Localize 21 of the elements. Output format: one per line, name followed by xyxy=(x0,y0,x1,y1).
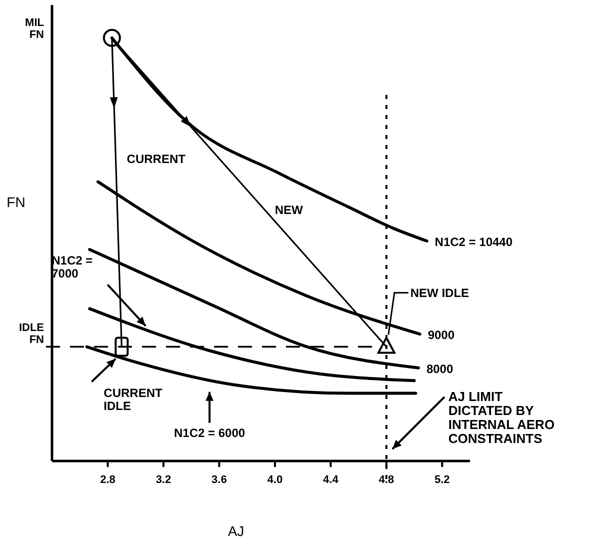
annotation: NEW IDLE xyxy=(410,286,470,300)
series-label: 8000 xyxy=(426,362,454,376)
series-label: N1C2 = 10440 xyxy=(434,235,513,249)
x-tick-label: 3.2 xyxy=(156,474,172,486)
x-axis-title: AJ xyxy=(228,523,244,539)
ref-line-label: IDLE FN xyxy=(18,322,44,346)
x-tick-label: 5.2 xyxy=(434,474,450,486)
y-axis-title: FN xyxy=(6,194,26,210)
x-tick-label: 3.6 xyxy=(212,474,227,486)
x-tick-label: 4.0 xyxy=(267,474,283,486)
x-tick-label: 4.8 xyxy=(378,474,394,486)
ref-line-label: AJ LIMIT DICTATED BY INTERNAL AERO CONSTRAINTS xyxy=(448,389,555,446)
text: MIL FN xyxy=(25,16,44,41)
text: N1C2 = 6000 xyxy=(174,426,246,440)
series-label: NEW xyxy=(274,202,304,217)
text: N1C2 = 7000 xyxy=(52,254,93,281)
x-tick-label: 2.8 xyxy=(100,474,116,486)
annotation: CURRENT IDLE xyxy=(104,386,163,413)
x-tick-label: 4.4 xyxy=(323,474,340,486)
series-label: 9000 xyxy=(428,328,455,342)
series-label: CURRENT xyxy=(126,152,186,166)
